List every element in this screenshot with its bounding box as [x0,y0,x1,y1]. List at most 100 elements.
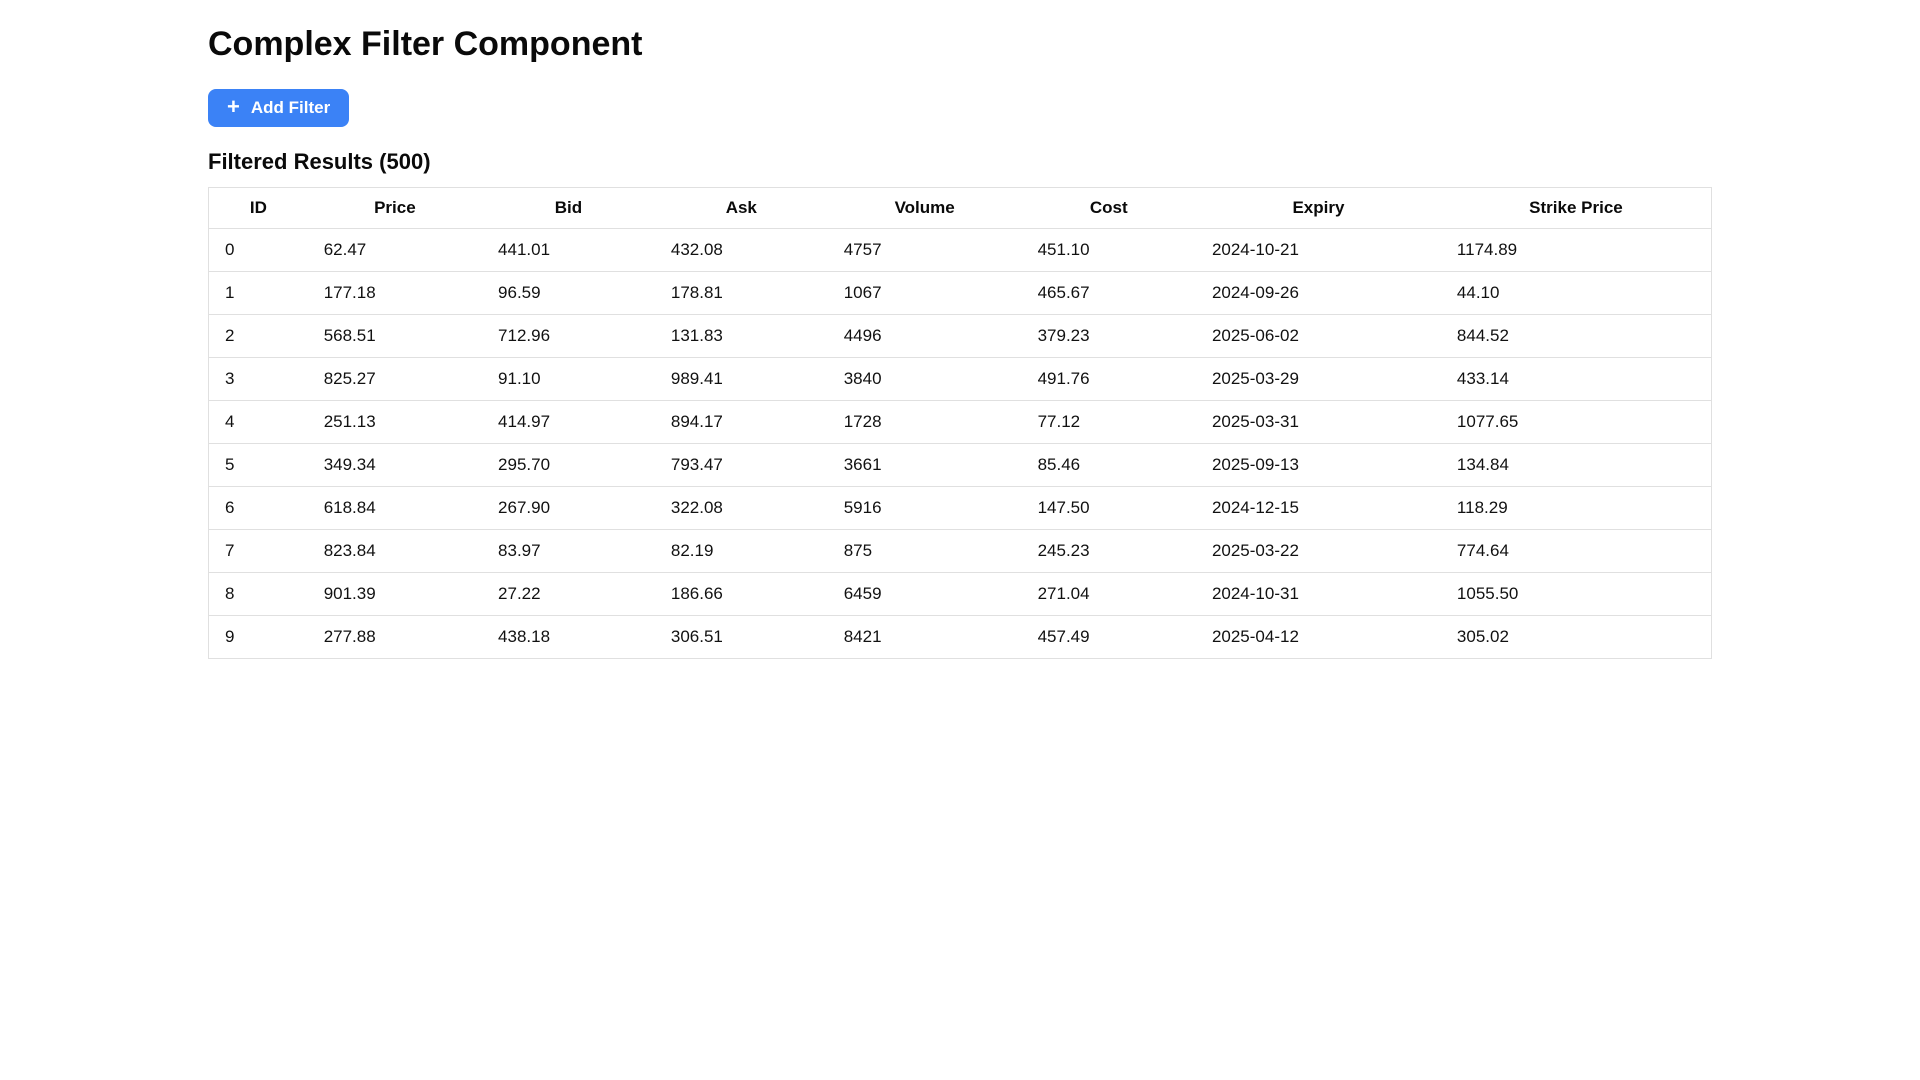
table-cell: 147.50 [1021,486,1196,531]
table-cell: 271.04 [1021,572,1196,617]
table-cell: 774.64 [1440,529,1712,574]
table-cell: 1728 [827,400,1022,445]
table-cell: 1077.65 [1440,400,1712,445]
column-header-id: ID [208,187,308,230]
table-cell: 349.34 [307,443,483,488]
table-cell: 2025-04-12 [1211,627,1299,647]
page-title: Complex Filter Component [208,25,643,63]
table-cell: 568.51 [307,314,483,359]
table-cell: 6 [208,486,308,531]
table-cell: 77.12 [1021,400,1196,445]
table-row: 8 901.39 27.22 186.66 6459 271.04 2024-10-31 10… [208,572,1712,617]
results-table-header: ID Price Bid Ask Volume Cost Expiry Stri… [208,187,1712,230]
table-cell: 379.23 [1021,314,1196,359]
table-row: 0 62.47 441.01 432.08 4757 451.10 2024-10-21 11… [208,228,1712,273]
results-table: ID Price Bid Ask Volume Cost Expiry Stri… [208,187,1712,660]
table-row: 9 277.88 438.18 306.51 8421 457.49 2025-04-12 3… [209,616,1712,659]
table-cell: 6459 [827,572,1022,617]
table-row: 2 568.51 712.96 131.83 4496 379.23 2025-06-02 8… [208,314,1712,359]
table-cell: 793.47 [654,443,828,488]
table-cell: 989.41 [654,357,828,402]
column-header-bid: Bid [482,187,655,230]
table-cell: 9 [225,627,235,647]
table-cell: 618.84 [307,486,483,531]
table-cell: 712.96 [482,314,655,359]
column-header-price: Price [307,187,483,230]
table-cell: 96.59 [482,271,655,316]
header-row: ID Price Bid Ask Volume Cost Expiry Stri… [208,187,1712,230]
table-cell: 2025-06-02 [1195,314,1441,359]
table-row: 6 618.84 267.90 322.08 5916 147.50 2024-12-15 1… [208,486,1712,531]
table-cell: 2025-03-29 [1195,357,1441,402]
table-cell: 8 [208,572,308,617]
table-cell: 4 [208,400,308,445]
table-cell: 3840 [827,357,1022,402]
column-header-expiry: Expiry [1195,187,1441,230]
table-cell: 134.84 [1440,443,1712,488]
table-cell: 901.39 [307,572,483,617]
table-cell: 44.10 [1440,271,1712,316]
table-cell: 825.27 [307,357,483,402]
table-cell: 62.47 [307,228,483,273]
content-container: Complex Filter Component + Add Filter Fi… [208,0,1712,660]
table-cell: 432.08 [654,228,828,273]
table-cell: 7 [208,529,308,574]
plus-icon: + [227,93,240,119]
column-header-ask: Ask [654,187,828,230]
table-cell: 2025-09-13 [1195,443,1441,488]
table-cell: 8421 [843,627,882,647]
table-cell: 0 [208,228,308,273]
table-row: 4 251.13 414.97 894.17 1728 77.12 2025-03-31 10… [208,400,1712,445]
results-heading: Filtered Results (500) [208,148,431,174]
table-cell: 91.10 [482,357,655,402]
column-header-strike-price: Strike Price [1440,187,1712,230]
table-cell: 3 [208,357,308,402]
table-cell: 177.18 [307,271,483,316]
table-cell: 433.14 [1440,357,1712,402]
table-cell: 465.67 [1021,271,1196,316]
table-cell: 1174.89 [1440,228,1712,273]
table-cell: 83.97 [482,529,655,574]
table-cell: 322.08 [654,486,828,531]
table-cell: 1067 [827,271,1022,316]
table-cell: 305.02 [1456,627,1509,647]
table-cell: 2024-09-26 [1195,271,1441,316]
table-cell: 186.66 [654,572,828,617]
table-cell: 4496 [827,314,1022,359]
table-cell: 2 [208,314,308,359]
table-cell: 2024-10-21 [1195,228,1441,273]
table-cell: 27.22 [482,572,655,617]
table-cell: 5 [208,443,308,488]
table-cell: 441.01 [482,228,655,273]
table-cell: 2024-12-15 [1195,486,1441,531]
table-cell: 245.23 [1021,529,1196,574]
table-row: 1 177.18 96.59 178.81 1067 465.67 2024-09-26 44… [208,271,1712,316]
table-cell: 3661 [827,443,1022,488]
table-cell: 438.18 [498,627,551,647]
table-cell: 267.90 [482,486,655,531]
table-cell: 2025-03-22 [1195,529,1441,574]
table-row: 7 823.84 83.97 82.19 875 245.23 2025-03-22 774.… [208,529,1712,574]
table-cell: 295.70 [482,443,655,488]
table-cell: 4757 [827,228,1022,273]
table-cell: 823.84 [307,529,483,574]
table-cell: 457.49 [1037,627,1090,647]
table-cell: 491.76 [1021,357,1196,402]
table-cell: 251.13 [307,400,483,445]
column-header-cost: Cost [1021,187,1196,230]
table-cell: 875 [827,529,1022,574]
table-cell: 178.81 [654,271,828,316]
table-cell: 5916 [827,486,1022,531]
table-cell: 1 [208,271,308,316]
add-filter-button[interactable]: + Add Filter [208,88,350,127]
table-cell: 306.51 [670,627,723,647]
table-cell: 2025-03-31 [1195,400,1441,445]
table-cell: 131.83 [654,314,828,359]
column-header-volume: Volume [827,187,1022,230]
table-cell: 277.88 [323,627,376,647]
table-cell: 118.29 [1440,486,1712,531]
table-row: 3 825.27 91.10 989.41 3840 491.76 2025-03-29 43… [208,357,1712,402]
add-filter-label: Add Filter [250,97,331,117]
table-row: 5 349.34 295.70 793.47 3661 85.46 2025-09-13 13… [208,443,1712,488]
table-cell: 2024-10-31 [1195,572,1441,617]
